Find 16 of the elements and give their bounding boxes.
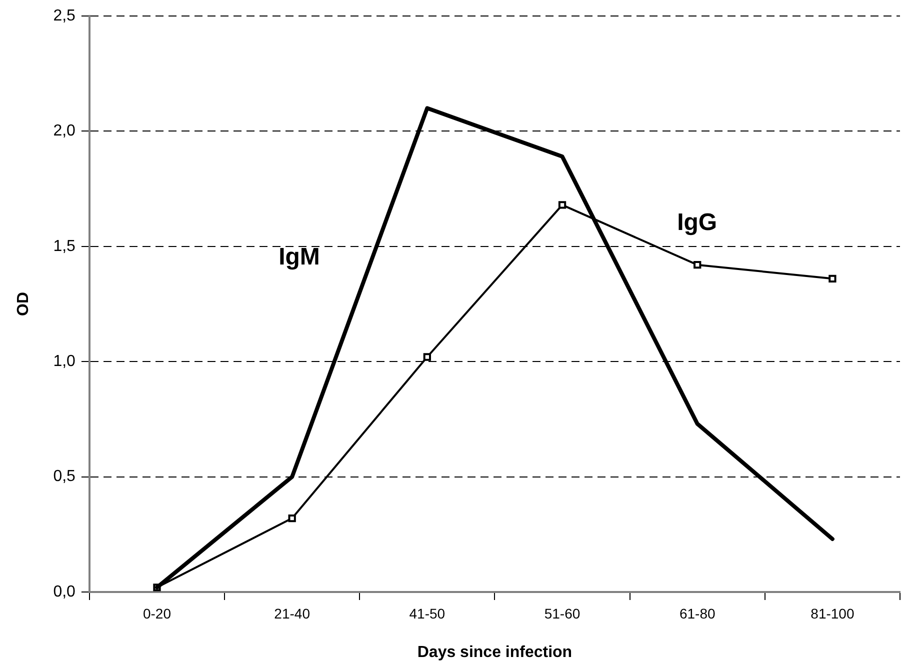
y-tick-label: 0,5: [53, 468, 76, 486]
x-tick-label: 81-100: [810, 605, 854, 622]
series-label: IgG: [677, 208, 718, 236]
x-tick-label: 0-20: [142, 605, 172, 622]
y-axis-title: OD: [15, 292, 32, 316]
x-tick-label: 41-50: [409, 605, 446, 622]
y-tick-label: 1,0: [53, 353, 76, 370]
x-axis-title: Days since infection: [417, 644, 572, 661]
y-tick-label: 0,0: [53, 583, 76, 600]
series-label: IgM: [278, 244, 320, 271]
y-tick-label: 1,5: [53, 238, 76, 255]
y-tick-label: 2,5: [53, 7, 76, 24]
x-tick-label: 21-40: [274, 605, 310, 622]
y-tick-label: 2,0: [53, 122, 76, 140]
x-tick-label: 51-60: [544, 605, 580, 622]
x-tick-label: 61-80: [679, 605, 716, 622]
